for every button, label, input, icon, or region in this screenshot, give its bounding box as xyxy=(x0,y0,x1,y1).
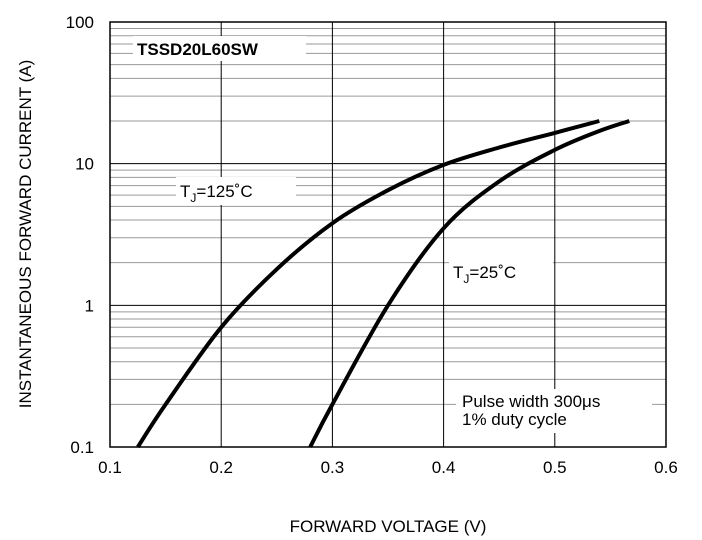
x-tick-label: 0.1 xyxy=(98,458,122,477)
x-tick-label: 0.3 xyxy=(321,458,345,477)
series-line-125c xyxy=(136,119,600,449)
x-tick-labels: 0.1 0.2 0.3 0.4 0.5 0.6 xyxy=(98,458,678,477)
x-tick-label: 0.5 xyxy=(543,458,567,477)
grid xyxy=(110,22,666,447)
label-25-bg xyxy=(449,258,553,286)
chart-title: TSSD20L60SW xyxy=(137,40,259,59)
series-label-25-sub: J xyxy=(463,272,469,286)
series-label-25: TJ=25˚C xyxy=(453,263,516,286)
series-label-25-rest: =25˚C xyxy=(469,263,516,282)
series-label-125-t: T xyxy=(180,182,190,201)
y-tick-label: 10 xyxy=(75,155,94,174)
y-tick-label: 1 xyxy=(85,296,94,315)
series-label-125: TJ=125˚C xyxy=(180,182,253,205)
note-bg xyxy=(456,389,652,433)
series-label-125-sub: J xyxy=(190,191,196,205)
curves xyxy=(136,119,630,449)
y-axis-label: INSTANTANEOUS FORWARD CURRENT (A) xyxy=(16,60,35,409)
x-tick-label: 0.6 xyxy=(654,458,678,477)
y-tick-label: 100 xyxy=(66,13,94,32)
x-tick-label: 0.4 xyxy=(432,458,456,477)
x-axis-label: FORWARD VOLTAGE (V) xyxy=(290,517,487,536)
plot-frame xyxy=(109,21,667,448)
series-line-25c xyxy=(308,119,630,448)
y-tick-labels: 0.1 1 10 100 xyxy=(66,13,94,457)
note-line-2: 1% duty cycle xyxy=(462,410,567,429)
x-tick-label: 0.2 xyxy=(209,458,233,477)
title-box xyxy=(133,36,306,61)
note-line-1: Pulse width 300μs xyxy=(462,392,600,411)
series-label-125-rest: =125˚C xyxy=(196,182,252,201)
y-tick-label: 0.1 xyxy=(70,438,94,457)
series-label-25-t: T xyxy=(453,263,463,282)
label-125-bg xyxy=(176,177,296,205)
